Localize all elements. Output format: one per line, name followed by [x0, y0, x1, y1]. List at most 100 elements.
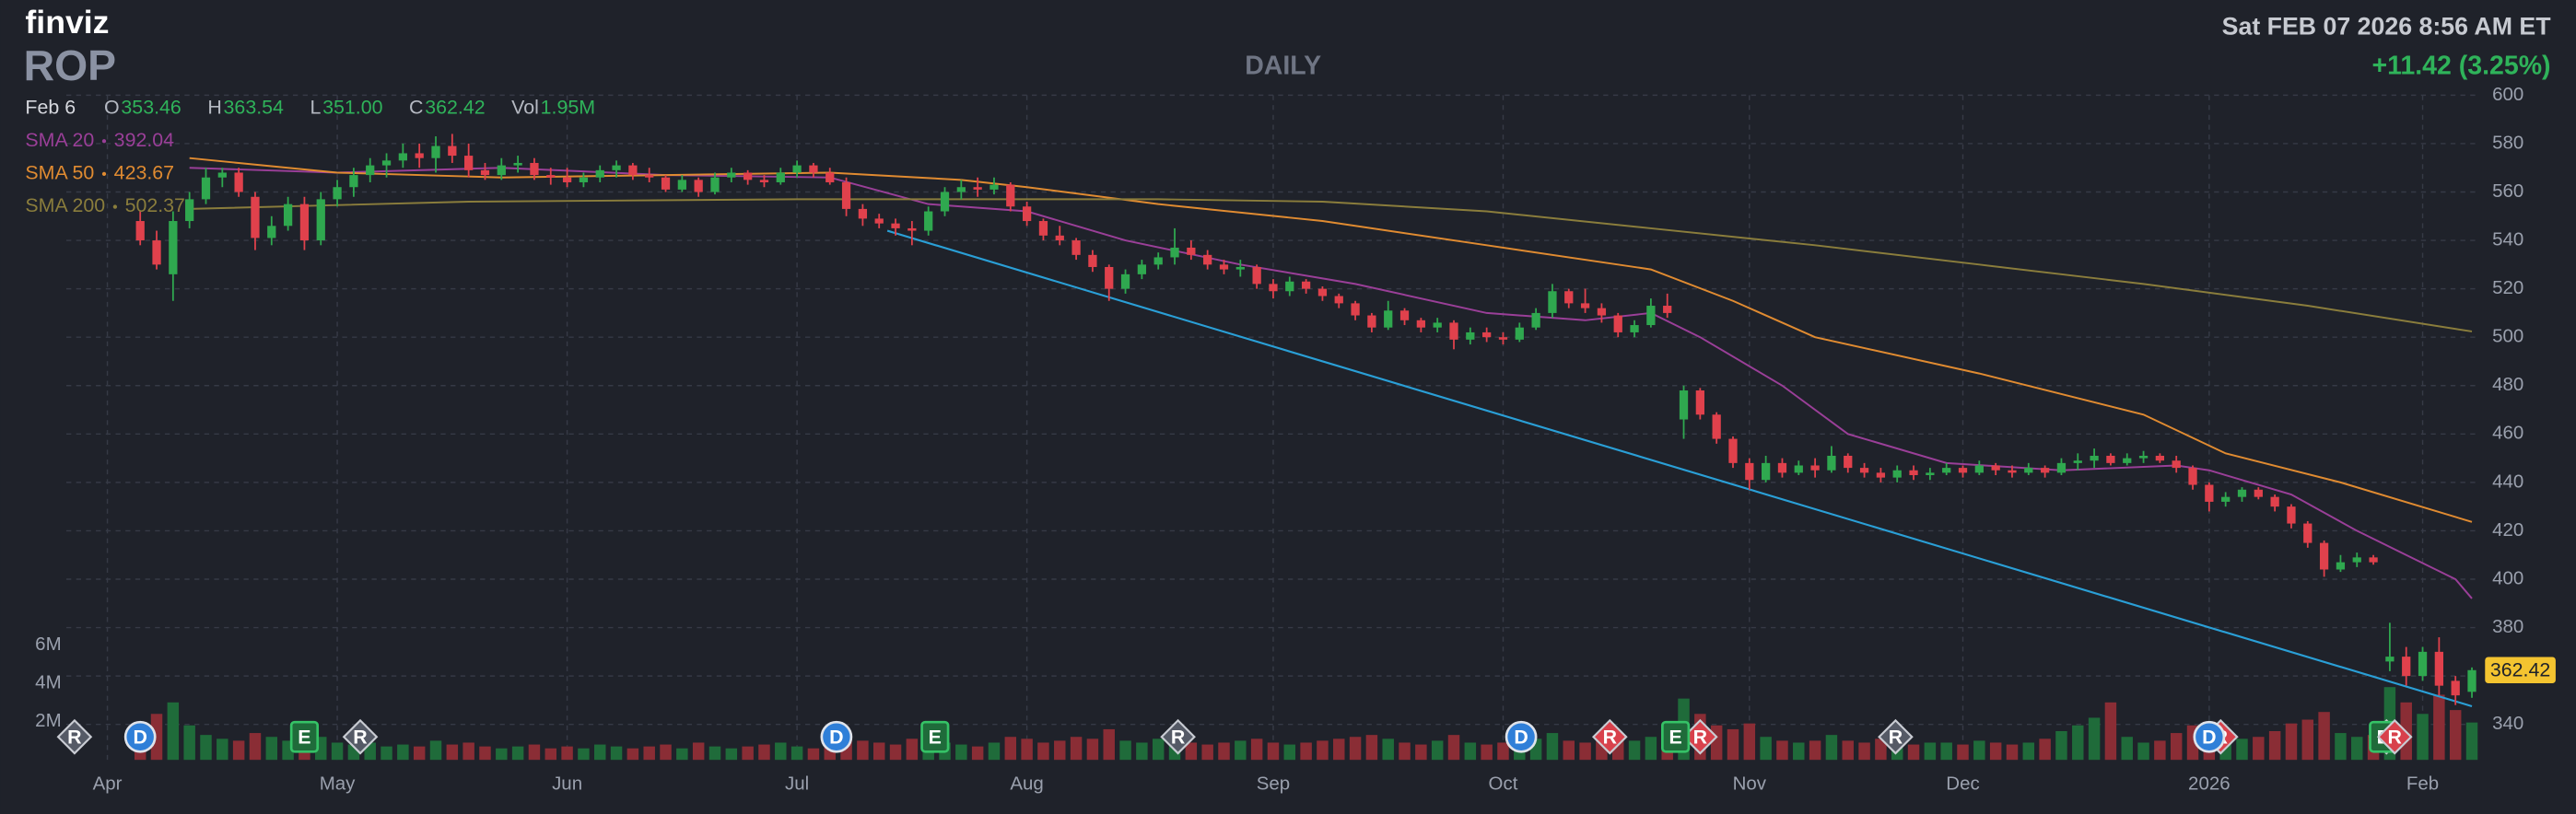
volume-bar [1464, 742, 1477, 761]
event-marker[interactable]: E [1661, 720, 1691, 753]
volume-bar [1382, 738, 1394, 761]
legend-value: 502.37 [125, 194, 185, 216]
event-marker[interactable]: D [1505, 720, 1538, 753]
volume-bar [1628, 740, 1641, 761]
volume-bar [167, 702, 180, 761]
volume-bar [807, 748, 820, 761]
volume-tick-label: 6M [35, 634, 61, 655]
volume-bar [857, 740, 869, 761]
candle-body [891, 223, 900, 228]
y-tick-label: 580 [2492, 132, 2523, 153]
volume-bar [1415, 744, 1427, 761]
volume-bar [1086, 738, 1099, 761]
event-marker[interactable]: R [1878, 718, 1914, 755]
event-marker[interactable]: R [1591, 718, 1628, 755]
event-label: E [929, 727, 942, 749]
volume-bar [397, 744, 409, 761]
candle-body [1187, 247, 1196, 255]
event-marker[interactable]: D [123, 720, 157, 753]
volume-bar [561, 746, 573, 761]
volume-bar [1973, 740, 1985, 761]
volume-bar [463, 742, 474, 761]
volume-bar [1957, 744, 1969, 761]
y-tick-label: 420 [2492, 519, 2523, 541]
volume-bar [1793, 742, 1805, 761]
event-shape [1591, 718, 1628, 755]
candles [135, 134, 2476, 705]
y-tick-label: 600 [2492, 84, 2523, 105]
candle-body [562, 177, 572, 182]
candle-body [1942, 468, 1951, 473]
volume-bar [265, 737, 278, 761]
candle-body [201, 177, 211, 200]
volume-bar [217, 738, 228, 761]
candle-body [956, 187, 966, 192]
candle-body [1334, 296, 1343, 304]
event-marker[interactable]: R [1682, 718, 1718, 755]
volume-bar [2154, 740, 2166, 761]
candle-body [1170, 247, 1179, 258]
candle-body [2418, 651, 2428, 677]
volume-bar [2301, 719, 2314, 761]
volume-bar [2318, 712, 2330, 761]
event-shape [2376, 718, 2413, 755]
volume [134, 687, 2478, 761]
volume-bar [1365, 735, 1378, 761]
candle-body [1038, 221, 1048, 236]
price-tag-label: 362.42 [2490, 658, 2550, 680]
volume-bar [381, 746, 392, 761]
candle-body [1728, 438, 1738, 463]
volume-bar [2088, 717, 2101, 761]
event-marker[interactable]: R [56, 718, 93, 755]
x-tick-label: Jul [785, 773, 809, 794]
event-marker[interactable]: E [920, 720, 950, 753]
volume-bar [1235, 740, 1247, 761]
candle-body [1712, 414, 1721, 439]
event-marker[interactable]: R [2376, 718, 2413, 755]
candle-body [1433, 322, 1442, 328]
candle-body [973, 187, 982, 190]
candle-body [333, 187, 342, 200]
candle-body [217, 172, 227, 178]
volume-bar [1743, 723, 1756, 761]
volume-bar [1809, 740, 1821, 761]
candle-body [1301, 281, 1311, 289]
candle-body [1695, 390, 1704, 415]
volume-bar [2351, 737, 2363, 761]
candle-body [1810, 465, 1820, 471]
y-tick-label: 520 [2492, 277, 2523, 298]
event-marker[interactable]: R [342, 718, 379, 755]
logo[interactable]: finviz [25, 4, 109, 41]
x-tick-label: Feb [2406, 773, 2439, 794]
event-marker[interactable]: D [820, 720, 853, 753]
candle-body [924, 211, 933, 231]
volume-bar [528, 744, 541, 761]
volume-bar [1054, 740, 1066, 761]
volume-bar [1218, 742, 1230, 761]
volume-bar [1119, 740, 1131, 761]
quote-value: 353.46 [121, 96, 181, 118]
candle-body [464, 156, 474, 170]
legend-value: 423.67 [114, 162, 174, 184]
candle-body [2352, 557, 2361, 563]
volume-bar [1349, 737, 1362, 761]
event-label: D [1514, 727, 1528, 749]
volume-bar [676, 748, 688, 761]
event-marker[interactable]: E [289, 720, 320, 753]
candle-body [1531, 312, 1540, 328]
quote-value: 351.00 [322, 96, 382, 118]
candle-body [2040, 468, 2050, 473]
candle-body [940, 192, 950, 212]
event-marker[interactable]: R [1160, 718, 1196, 755]
candle-body [1399, 310, 1410, 320]
candle-body [2402, 657, 2411, 677]
candle-body [595, 169, 604, 178]
quote-key: O [104, 96, 120, 118]
event-shape [920, 720, 950, 753]
event-marker[interactable]: D [2193, 720, 2226, 753]
volume-bar [2104, 702, 2117, 761]
change: +11.42 (3.25%) [2371, 52, 2550, 81]
candle-body [152, 240, 161, 265]
candle-body [497, 165, 506, 176]
candle-body [727, 172, 736, 178]
